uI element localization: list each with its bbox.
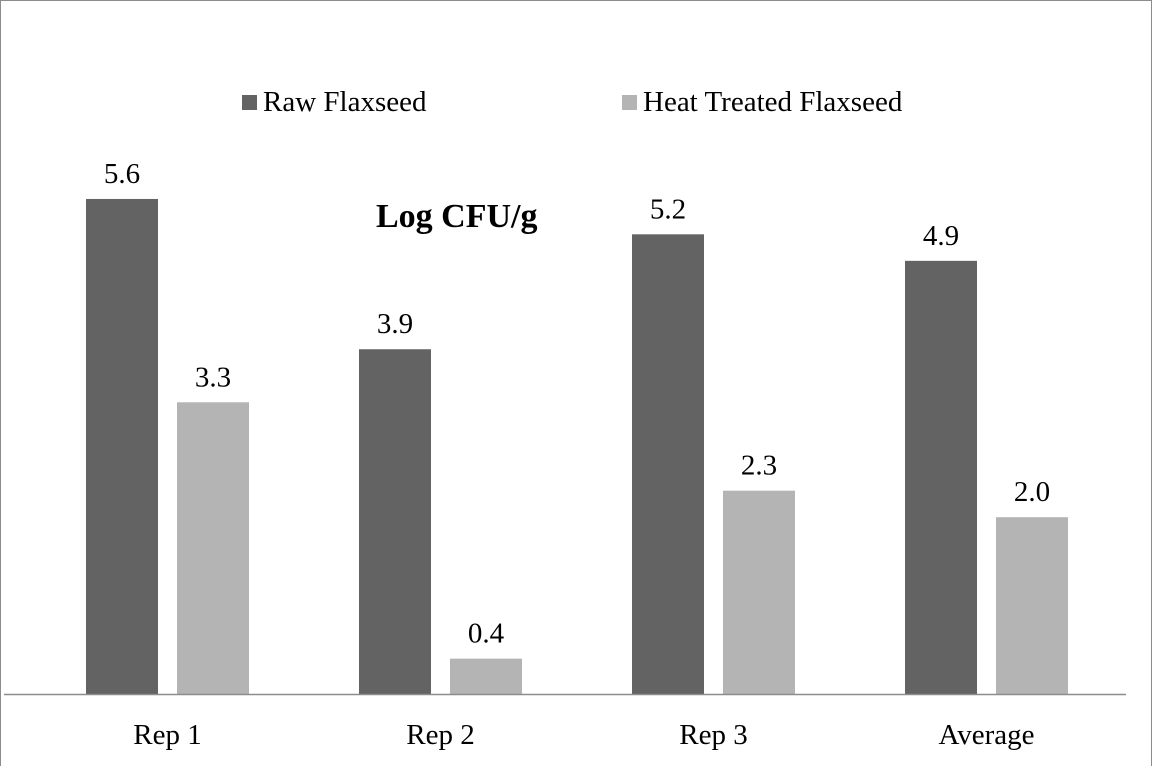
x-tick-label-rep-1: Rep 1 [133,719,201,751]
bar-heat-treated-rep-1 [177,402,249,694]
bar-raw-rep-3 [632,234,704,694]
x-tick-label-average: Average [938,719,1034,751]
legend-swatch-raw-flaxseed [242,95,257,110]
data-label-heat-treated-rep-2: 0.4 [468,618,505,650]
x-tick-label-rep-2: Rep 2 [406,719,474,751]
x-tick-label-rep-3: Rep 3 [679,719,747,751]
data-label-heat-treated-average: 2.0 [1014,476,1050,508]
legend-item-raw-flaxseed: Raw Flaxseed [242,86,427,119]
bar-raw-rep-1 [86,198,158,694]
data-label-raw-rep-2: 3.9 [377,308,413,340]
legend-item-heat-treated-flaxseed: Heat Treated Flaxseed [622,86,902,119]
data-label-raw-rep-3: 5.2 [650,193,686,225]
legend: Raw Flaxseed Heat Treated Flaxseed [0,86,1152,120]
data-label-heat-treated-rep-1: 3.3 [195,361,231,393]
bar-raw-rep-2 [359,349,431,694]
legend-swatch-heat-treated-flaxseed [622,95,637,110]
chart-title: Log CFU/g [376,198,538,235]
bar-heat-treated-rep-3 [723,490,795,694]
bar-raw-average [905,260,977,694]
data-label-raw-average: 4.9 [923,220,959,252]
data-label-heat-treated-rep-3: 2.3 [741,450,777,482]
legend-label-raw-flaxseed: Raw Flaxseed [263,86,427,118]
data-label-raw-rep-1: 5.6 [104,158,140,190]
bar-heat-treated-average [996,517,1068,694]
legend-label-heat-treated-flaxseed: Heat Treated Flaxseed [643,86,903,118]
bar-heat-treated-rep-2 [450,658,522,694]
